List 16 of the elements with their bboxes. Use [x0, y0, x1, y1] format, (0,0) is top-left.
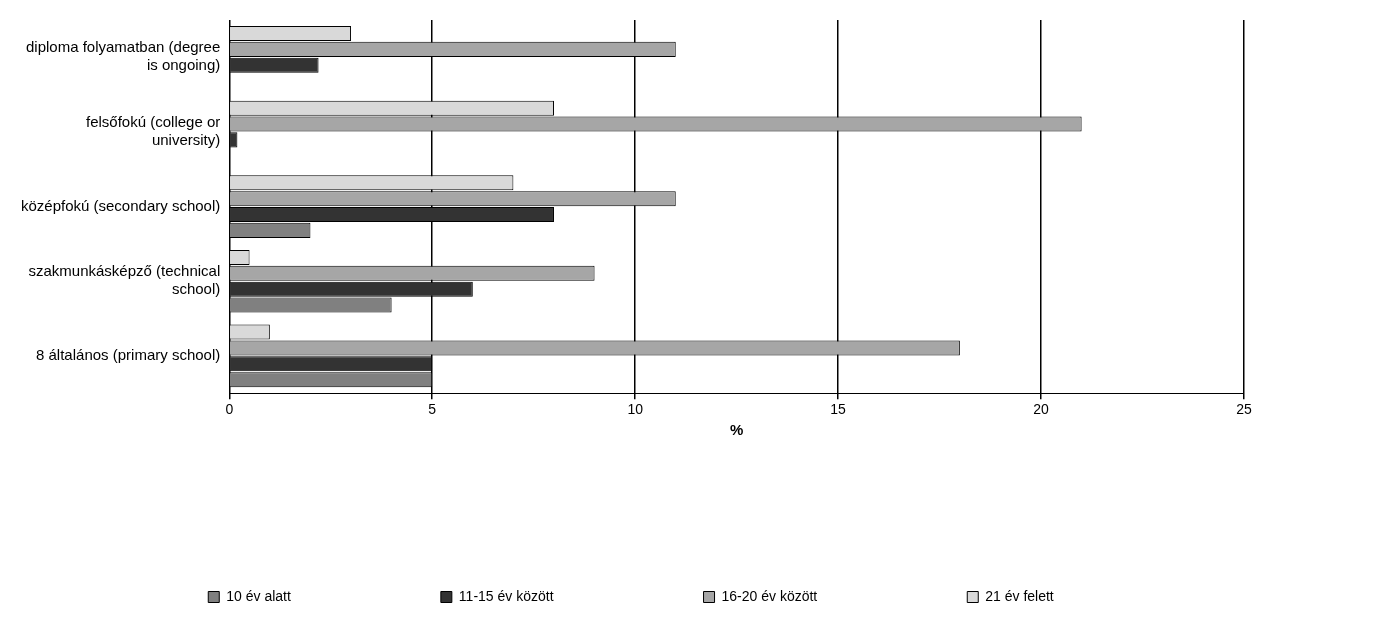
x-tick-label: 25	[1236, 401, 1252, 418]
x-tick-label: 15	[830, 401, 847, 418]
legend-label: 16-20 év között	[721, 587, 818, 604]
x-tick-label: 5	[428, 401, 437, 418]
y-tick-label: szakmunkásképző (technical school)	[28, 262, 221, 298]
y-tick-label: középfokú (secondary school)	[20, 196, 221, 214]
y-tick-label: felsőfokú (college or university)	[86, 113, 221, 149]
y-tick-label: diploma folyamatban (degree is ongoing)	[25, 38, 221, 74]
legend-label: 11-15 év között	[458, 587, 554, 604]
x-axis-title: %	[729, 421, 744, 439]
legend-label: 21 év felett	[985, 587, 1054, 604]
x-tick-label: 20	[1033, 401, 1050, 418]
x-tick-label: 0	[225, 401, 234, 418]
legend-label: 10 év alatt	[226, 587, 291, 604]
y-tick-label: 8 általános (primary school)	[36, 346, 221, 364]
x-tick-label: 10	[627, 401, 644, 418]
